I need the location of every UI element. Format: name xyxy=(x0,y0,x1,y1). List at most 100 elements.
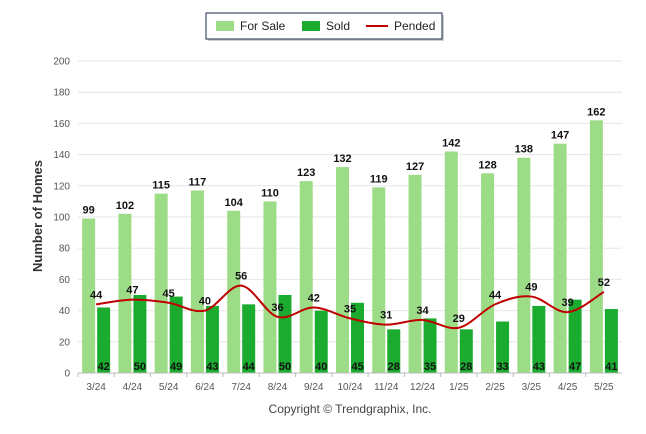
for-sale-value-label: 132 xyxy=(333,153,351,165)
pended-value-label: 49 xyxy=(525,282,537,294)
for-sale-bar xyxy=(82,218,96,373)
legend-item-sold-label: Sold xyxy=(326,19,350,33)
sold-value-label: 44 xyxy=(243,361,256,373)
sold-value-label: 47 xyxy=(569,361,581,373)
pended-value-label: 44 xyxy=(489,289,502,301)
for-sale-value-label: 117 xyxy=(189,176,207,188)
legend-box xyxy=(205,12,443,40)
for-sale-bar xyxy=(517,157,531,373)
sold-value-label: 43 xyxy=(206,361,218,373)
labels-layer: 99 42 102 50 115 49 117 43 104 44 110 50 123 40 132 45 1… xyxy=(83,106,618,373)
x-tick-label: 3/24 xyxy=(86,382,106,393)
for-sale-bar xyxy=(118,213,132,373)
x-tick-label: 1/25 xyxy=(449,382,469,393)
sold-value-label: 41 xyxy=(605,361,617,373)
y-tick-label: 140 xyxy=(53,150,70,161)
sold-bar xyxy=(568,299,582,373)
for-sale-bar xyxy=(299,181,313,373)
sold-bar xyxy=(314,310,328,373)
for-sale-value-label: 104 xyxy=(225,197,244,209)
y-tick-label: 20 xyxy=(59,337,71,348)
sold-value-label: 49 xyxy=(170,361,182,373)
pended-value-label: 40 xyxy=(199,296,211,308)
sold-value-label: 50 xyxy=(134,361,146,373)
x-tick-label: 11/24 xyxy=(374,382,399,393)
y-tick-label: 200 xyxy=(53,57,70,68)
sold-value-label: 40 xyxy=(315,361,327,373)
sold-bar xyxy=(169,296,183,373)
for-sale-bar xyxy=(263,201,277,373)
legend-item-pended-label: Pended xyxy=(394,19,435,33)
sold-bar xyxy=(387,329,401,373)
for-sale-bar xyxy=(336,167,349,373)
pended-value-label: 34 xyxy=(416,305,429,317)
sold-bar xyxy=(278,295,292,373)
x-tick-label: 3/25 xyxy=(522,382,542,393)
sold-bar xyxy=(496,321,510,373)
for-sale-bar xyxy=(408,174,422,373)
for-sale-value-label: 128 xyxy=(478,159,496,171)
for-sale-bar xyxy=(190,190,204,373)
x-tick-label: 5/25 xyxy=(594,382,614,393)
bars-layer xyxy=(82,120,618,373)
x-tick-label: 10/24 xyxy=(337,382,362,393)
for-sale-value-label: 162 xyxy=(587,106,605,118)
sold-bar xyxy=(133,295,147,373)
x-tick-label: 6/24 xyxy=(195,382,215,393)
for-sale-bar xyxy=(481,173,495,373)
pended-value-label: 45 xyxy=(163,288,175,300)
for-sale-value-label: 147 xyxy=(551,130,569,142)
sold-bar xyxy=(205,305,219,373)
for-sale-bar xyxy=(227,210,241,373)
sold-bar xyxy=(423,318,437,373)
sold-value-label: 50 xyxy=(279,361,291,373)
y-tick-label: 60 xyxy=(59,275,71,286)
sold-bar xyxy=(97,307,111,373)
sold-value-label: 33 xyxy=(496,361,508,373)
pended-value-label: 44 xyxy=(90,289,103,301)
x-tick-label: 9/24 xyxy=(304,382,324,393)
line-layer xyxy=(96,284,605,330)
pended-value-label: 31 xyxy=(380,310,392,322)
pended-value-label: 52 xyxy=(598,277,610,289)
copyright-credit: Copyright © Trendgraphix, Inc. xyxy=(269,402,432,416)
x-tick-label: 8/24 xyxy=(268,382,288,393)
pended-value-label: 42 xyxy=(308,292,320,304)
y-tick-label: 40 xyxy=(59,306,71,317)
for-sale-bar xyxy=(372,187,386,373)
for-sale-bar xyxy=(444,151,458,373)
y-tick-label: 180 xyxy=(53,88,70,99)
legend: For Sale Sold Pended xyxy=(205,12,444,41)
pended-value-label: 39 xyxy=(561,297,573,309)
sold-value-label: 28 xyxy=(460,361,472,373)
y-tick-label: 160 xyxy=(53,119,70,130)
sold-value-label: 45 xyxy=(351,361,363,373)
legend-item-sold-swatch xyxy=(302,21,320,31)
for-sale-value-label: 138 xyxy=(515,144,533,156)
pended-value-label: 56 xyxy=(235,271,247,283)
for-sale-bar xyxy=(154,193,168,373)
y-tick-label: 80 xyxy=(59,244,71,255)
x-tick-label: 4/24 xyxy=(123,382,143,393)
sold-value-label: 43 xyxy=(533,361,545,373)
for-sale-value-label: 142 xyxy=(442,137,460,149)
pended-value-label: 29 xyxy=(453,313,465,325)
for-sale-value-label: 102 xyxy=(116,200,134,212)
for-sale-value-label: 127 xyxy=(406,161,424,173)
x-tick-label: 4/25 xyxy=(558,382,578,393)
for-sale-value-label: 115 xyxy=(152,180,170,192)
pended-line xyxy=(96,284,605,330)
sold-value-label: 28 xyxy=(388,361,400,373)
sold-value-label: 35 xyxy=(424,361,436,373)
for-sale-value-label: 99 xyxy=(83,205,95,217)
pended-value-label: 36 xyxy=(271,302,283,314)
axis-layer: 0 20 40 60 80 100 120 140 160 180 200 3/24 4/24 5/24 6… xyxy=(53,57,622,393)
sold-bar xyxy=(604,309,618,373)
x-tick-label: 5/24 xyxy=(159,382,179,393)
pended-value-label: 35 xyxy=(344,303,356,315)
sold-value-label: 42 xyxy=(98,361,110,373)
sold-bar xyxy=(532,305,546,373)
sold-bar xyxy=(459,329,473,373)
for-sale-value-label: 110 xyxy=(261,187,279,199)
